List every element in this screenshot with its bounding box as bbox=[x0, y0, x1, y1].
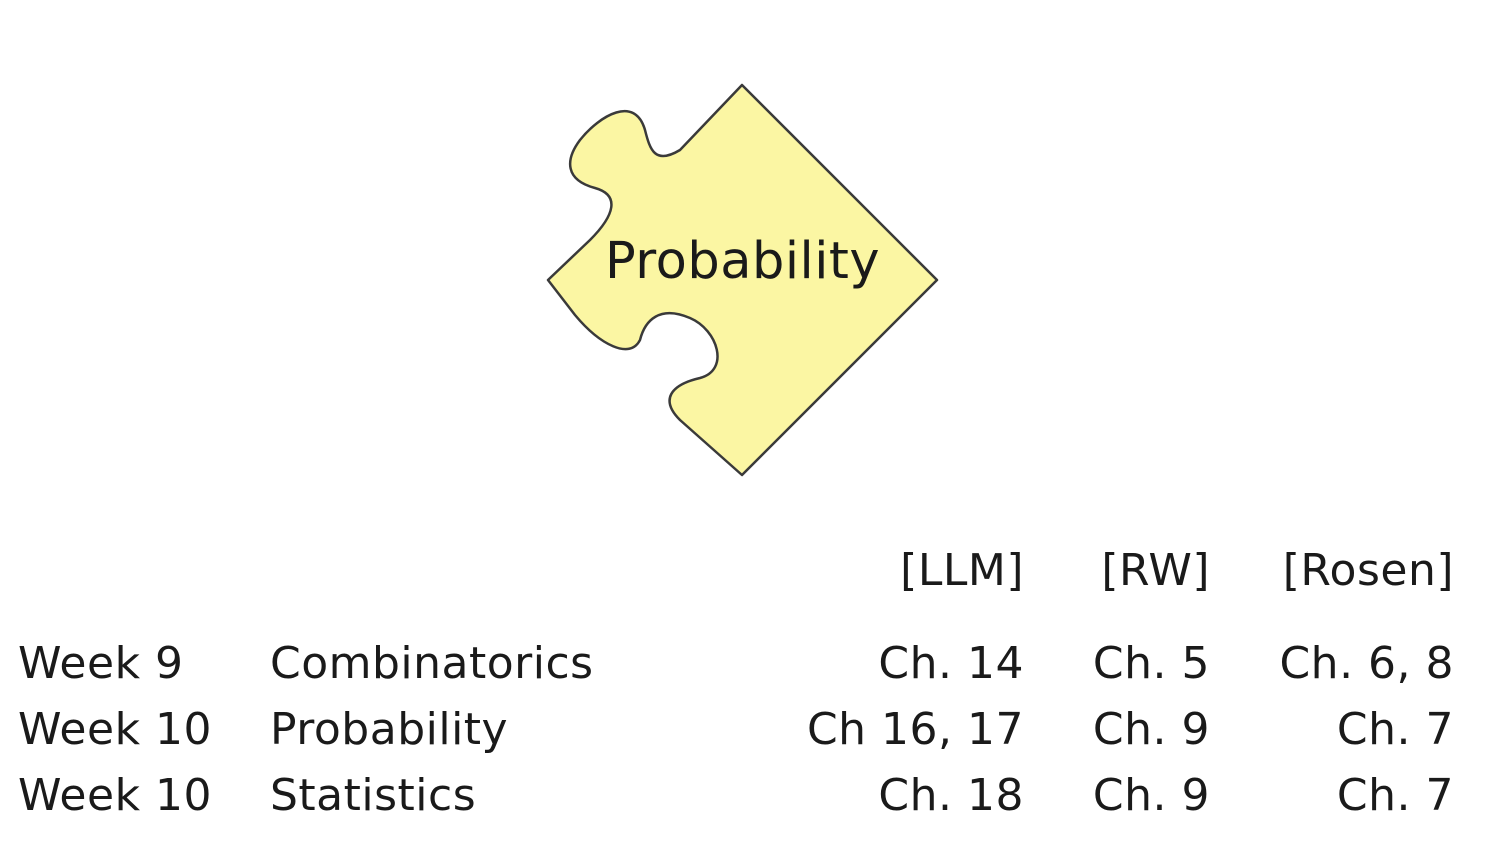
row-llm: Ch. 18 bbox=[878, 770, 1024, 821]
header-llm: [LLM] bbox=[900, 545, 1024, 596]
row-week: Week 9 bbox=[18, 638, 184, 689]
row-rw: Ch. 5 bbox=[1092, 638, 1210, 689]
puzzle-piece-icon bbox=[546, 83, 939, 477]
row-rw: Ch. 9 bbox=[1092, 704, 1210, 755]
header-rosen: [Rosen] bbox=[1282, 545, 1454, 596]
row-topic: Statistics bbox=[270, 770, 477, 821]
puzzle-label: Probability bbox=[604, 232, 881, 291]
row-topic: Combinatorics bbox=[270, 638, 594, 689]
row-llm: Ch. 14 bbox=[878, 638, 1024, 689]
probability-puzzle-piece: Probability bbox=[545, 82, 940, 477]
row-rosen: Ch. 6, 8 bbox=[1279, 638, 1454, 689]
row-week: Week 10 bbox=[18, 770, 213, 821]
row-week: Week 10 bbox=[18, 704, 213, 755]
puzzle-piece-shape bbox=[546, 83, 939, 477]
row-llm: Ch 16, 17 bbox=[806, 704, 1024, 755]
row-topic: Probability bbox=[270, 704, 509, 755]
row-rosen: Ch. 7 bbox=[1336, 770, 1454, 821]
row-rw: Ch. 9 bbox=[1092, 770, 1210, 821]
header-rw: [RW] bbox=[1101, 545, 1210, 596]
row-rosen: Ch. 7 bbox=[1336, 704, 1454, 755]
